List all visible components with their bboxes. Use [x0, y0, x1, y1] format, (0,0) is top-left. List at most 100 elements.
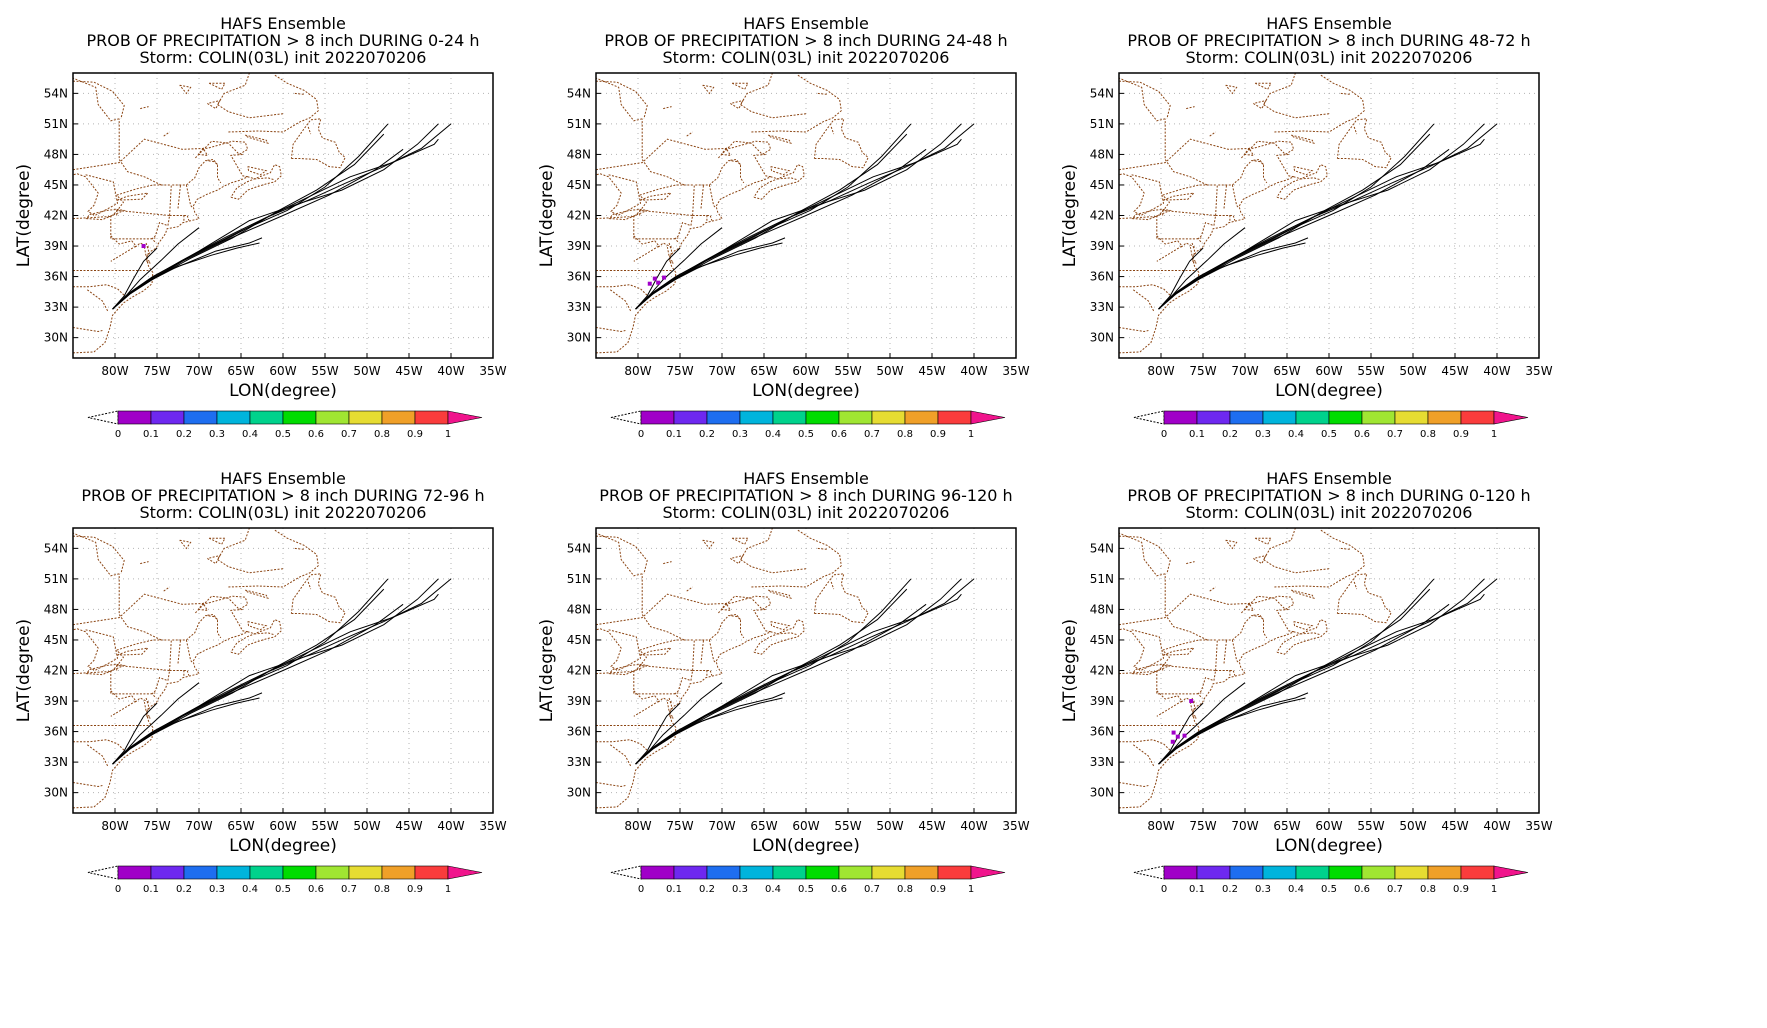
x-tick-label: 60W	[792, 364, 819, 378]
precip-prob-cell	[1189, 699, 1194, 704]
coastline	[767, 134, 792, 145]
colorbar-label: 0.8	[1420, 884, 1436, 895]
map-area	[1119, 73, 1539, 358]
y-tick-label: 30N	[44, 786, 68, 800]
coastline	[753, 618, 805, 655]
panel-title: HAFS Ensemble	[743, 14, 869, 33]
coastline	[1119, 138, 1295, 171]
map-area	[73, 528, 493, 813]
colorbar-label: 0.7	[1387, 884, 1403, 895]
colorbar-under-arrow	[610, 865, 642, 880]
precip-prob-cell	[1171, 730, 1176, 735]
y-tick-label: 54N	[44, 541, 68, 555]
map-area	[596, 528, 1016, 813]
colorbar-label: 0.1	[666, 884, 682, 895]
y-tick-label: 36N	[567, 725, 591, 739]
y-tick-label: 45N	[44, 633, 68, 647]
x-tick-label: 80W	[101, 364, 128, 378]
state-border	[692, 215, 708, 223]
colorbar-swatch	[1295, 410, 1330, 425]
coastline	[163, 131, 170, 137]
colorbar-swatch	[805, 865, 840, 880]
state-border	[169, 159, 222, 216]
x-tick-label: 80W	[101, 819, 128, 833]
coastline	[179, 84, 192, 95]
state-border	[692, 614, 745, 671]
state-border	[1262, 73, 1330, 119]
colorbar: 0 0.1 0.2 0.3 0.4 0.5 0.6 0.7 0.8 0.9 1	[610, 410, 1006, 440]
y-tick-label: 51N	[567, 572, 591, 586]
y-tick-label: 36N	[567, 270, 591, 284]
state-border	[1215, 670, 1231, 678]
coastline	[596, 80, 648, 119]
y-tick-label: 33N	[567, 300, 591, 314]
coastline	[596, 593, 772, 626]
precip-prob-cell	[141, 244, 146, 249]
coastline	[1119, 593, 1295, 626]
state-border	[708, 184, 716, 208]
x-tick-label: 55W	[834, 364, 861, 378]
colorbar: 0 0.1 0.2 0.3 0.4 0.5 0.6 0.7 0.8 0.9 1	[610, 865, 1006, 895]
coastline	[143, 697, 151, 719]
colorbar-swatch	[1394, 865, 1429, 880]
coastline	[1336, 118, 1392, 169]
x-tick-label: 60W	[269, 819, 296, 833]
colorbar-swatch	[216, 410, 251, 425]
ensemble-track	[635, 702, 681, 765]
colorbar-under-arrow	[610, 410, 642, 425]
coastline	[608, 208, 650, 221]
coastline	[73, 80, 125, 119]
state-border	[216, 73, 284, 119]
coastline	[73, 535, 125, 574]
x-tick-label: 80W	[1147, 364, 1174, 378]
colorbar-swatch	[1163, 410, 1198, 425]
coastline	[1209, 586, 1216, 592]
y-tick-label: 39N	[1090, 239, 1114, 253]
coastline	[290, 573, 346, 624]
x-tick-label: 45W	[395, 364, 422, 378]
state-border	[1162, 639, 1218, 651]
state-border	[110, 215, 156, 240]
panel-title: HAFS Ensemble	[220, 469, 346, 488]
coastline	[116, 647, 150, 656]
ensemble-track	[635, 123, 912, 310]
y-axis-label: LAT(degree)	[14, 619, 34, 722]
colorbar-label: 0.4	[765, 429, 781, 440]
y-tick-label: 48N	[567, 602, 591, 616]
x-tick-label: 75W	[143, 364, 170, 378]
panel-storm-info: Storm: COLIN(03L) init 2022070206	[663, 48, 950, 67]
coastline	[1119, 173, 1165, 217]
colorbar-swatch	[1196, 410, 1231, 425]
coastline	[1119, 176, 1321, 354]
state-border	[692, 670, 708, 678]
y-tick-label: 39N	[44, 239, 68, 253]
state-border	[641, 573, 685, 641]
coastline	[596, 138, 772, 171]
colorbar-label: 0.7	[864, 884, 880, 895]
y-axis-label: LAT(degree)	[537, 164, 557, 267]
x-tick-label: 65W	[1273, 819, 1300, 833]
state-border	[739, 73, 807, 119]
state-border	[708, 639, 716, 663]
state-border	[116, 664, 171, 699]
panel-storm-info: Storm: COLIN(03L) init 2022070206	[140, 503, 427, 522]
state-border	[110, 235, 137, 262]
precip-prob-cell	[1182, 733, 1187, 738]
state-border	[1164, 118, 1208, 186]
coastline	[294, 92, 305, 95]
state-border	[183, 215, 190, 221]
state-border	[118, 118, 162, 186]
x-tick-label: 40W	[1483, 364, 1510, 378]
state-border	[639, 639, 695, 651]
state-border	[596, 739, 651, 754]
state-border	[596, 782, 626, 788]
y-tick-label: 51N	[1090, 117, 1114, 131]
x-tick-label: 65W	[227, 819, 254, 833]
state-border	[753, 153, 771, 178]
coastline	[228, 74, 319, 133]
colorbar-label: 0.9	[930, 429, 946, 440]
ensemble-track	[635, 593, 962, 765]
state-border	[87, 744, 109, 768]
